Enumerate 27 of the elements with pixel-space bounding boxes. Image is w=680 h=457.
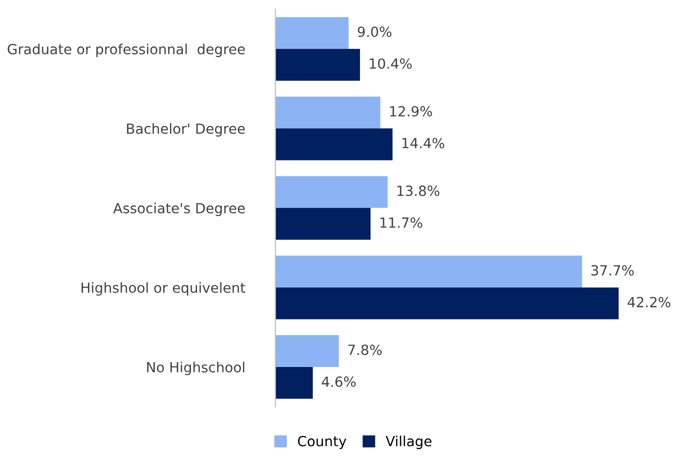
data-label: 13.8% [398,186,440,196]
data-label: 10.4% [370,58,412,69]
legend-label: Village [386,436,432,450]
bar [275,128,393,160]
data-label: 37.7% [591,265,634,276]
y-tick-label: No Highschool [147,362,244,376]
y-tick-label: Graduate or professionnal degree [8,44,245,58]
data-label: 12.9% [390,106,432,117]
y-tick-label: Highshool or equivelent [82,282,246,296]
data-label: 4.6% [322,376,356,387]
y-tick-label: Bachelor' Degree [127,123,245,137]
data-label: 42.2% [628,296,670,308]
bar [275,96,380,128]
bar [275,48,360,81]
data-label: 14.4% [402,138,444,148]
legend-label: County [298,436,346,450]
bar [275,17,349,49]
y-tick-label: Associate's Degree [113,202,245,216]
bar [275,287,619,320]
data-label: 9.0% [358,26,392,38]
bar [275,208,371,240]
bar [275,176,388,208]
bar [275,256,582,288]
bar [275,335,339,367]
data-label: 11.7% [380,217,422,228]
data-label: 7.8% [348,344,382,356]
bar [275,366,313,399]
